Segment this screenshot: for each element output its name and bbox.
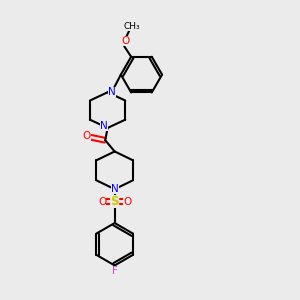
Text: O: O xyxy=(121,36,129,46)
Text: N: N xyxy=(100,121,108,131)
Text: O: O xyxy=(123,196,131,206)
Text: O: O xyxy=(98,196,106,206)
Text: N: N xyxy=(111,184,119,194)
Text: S: S xyxy=(110,195,119,208)
Text: F: F xyxy=(112,266,118,276)
Text: CH₃: CH₃ xyxy=(124,22,140,31)
Text: O: O xyxy=(83,131,91,141)
Text: N: N xyxy=(108,87,116,97)
